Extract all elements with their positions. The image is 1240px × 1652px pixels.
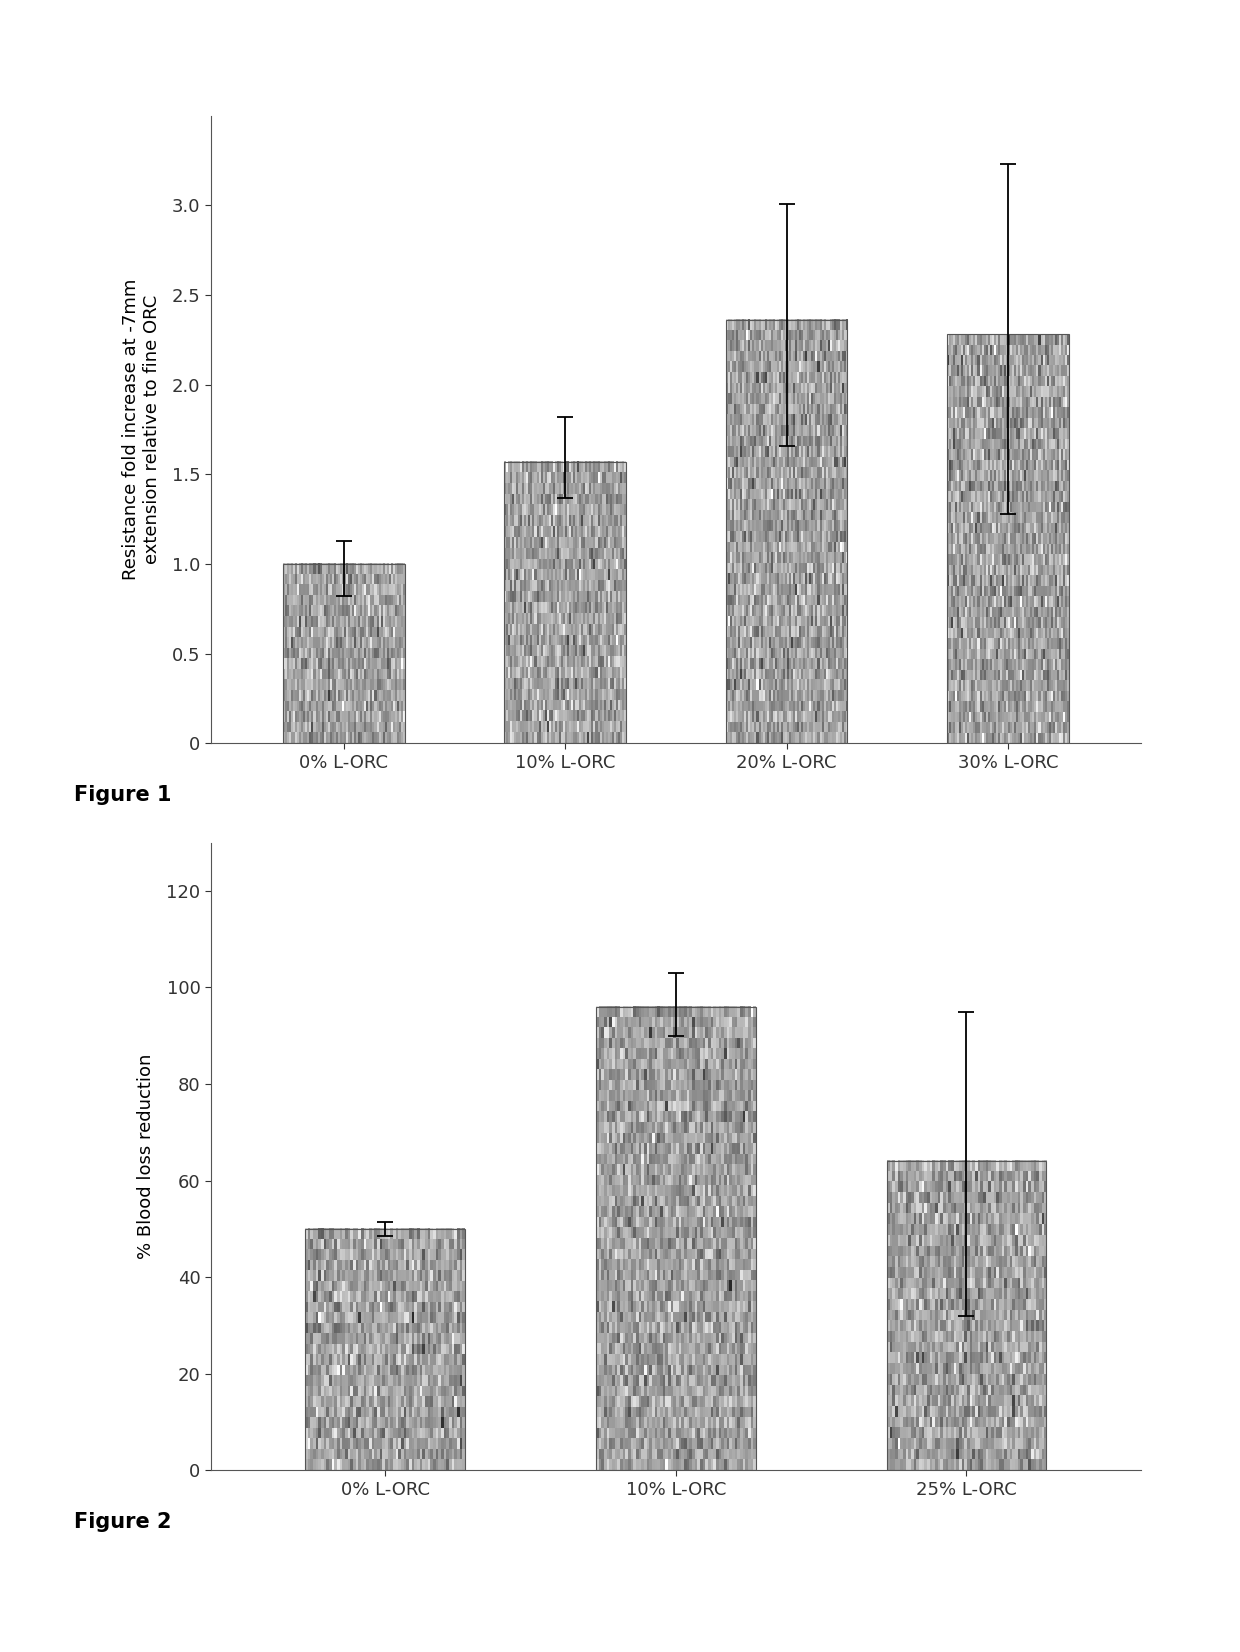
Bar bbox=[596, 1006, 755, 1470]
Bar bbox=[505, 463, 626, 743]
Bar bbox=[887, 1161, 1047, 1470]
Bar bbox=[283, 563, 404, 743]
Y-axis label: Resistance fold increase at -7mm
extension relative to fine ORC: Resistance fold increase at -7mm extensi… bbox=[122, 279, 160, 580]
Bar bbox=[947, 334, 1069, 743]
Bar bbox=[305, 1229, 465, 1470]
Text: Figure 1: Figure 1 bbox=[74, 785, 172, 805]
Text: Figure 2: Figure 2 bbox=[74, 1512, 172, 1531]
Bar bbox=[725, 320, 847, 743]
Y-axis label: % Blood loss reduction: % Blood loss reduction bbox=[138, 1054, 155, 1259]
